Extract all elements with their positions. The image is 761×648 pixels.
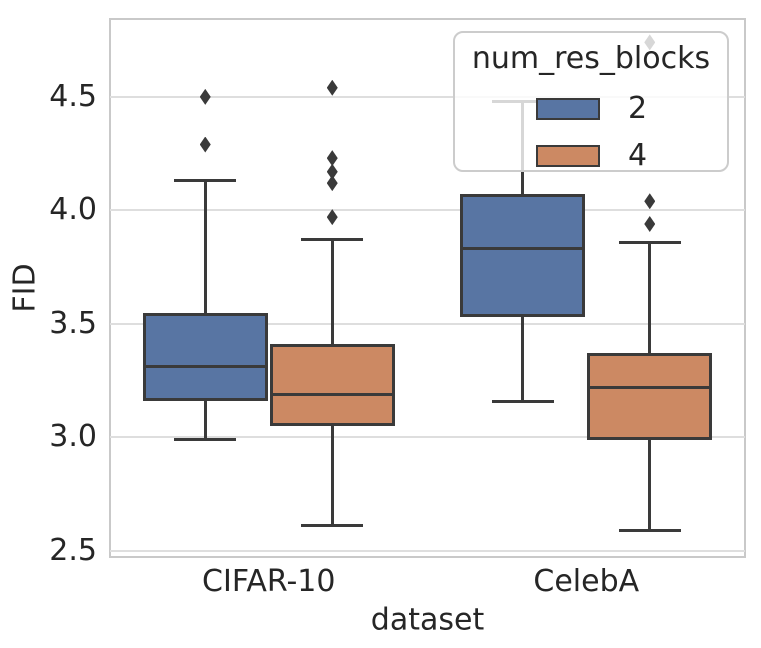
cap-upper-CelebA-4 [618, 240, 681, 244]
outlier-diamond-CIFAR-10-4 [326, 209, 338, 226]
y-axis-label: FID [7, 263, 43, 313]
gridline [110, 549, 745, 552]
legend-swatch-blue [536, 98, 600, 120]
gridline [110, 209, 745, 212]
median-CIFAR-10-2 [145, 365, 265, 369]
legend-swatch-orange [536, 145, 600, 167]
whisker-upper-CelebA-4 [648, 242, 652, 354]
x-axis-label: dataset [370, 602, 485, 638]
y-tick-label: 2.5 [49, 532, 97, 568]
whisker-lower-CelebA-4 [648, 439, 652, 531]
outlier-diamond-CIFAR-10-4 [326, 150, 338, 167]
outlier-diamond-CIFAR-10-2 [199, 88, 211, 105]
whisker-lower-CIFAR-10-2 [203, 401, 207, 440]
legend-title: num_res_blocks [471, 41, 711, 76]
x-tick-label: CIFAR-10 [202, 564, 336, 599]
box-CelebA-4 [587, 353, 713, 440]
outlier-diamond-CIFAR-10-2 [199, 136, 211, 153]
median-CIFAR-10-4 [272, 392, 392, 396]
gridline [110, 95, 745, 98]
box-CIFAR-10-2 [142, 312, 268, 402]
legend-entry-2: 2 [536, 93, 647, 125]
cap-upper-CIFAR-10-4 [301, 238, 364, 242]
box-CIFAR-10-4 [269, 344, 395, 427]
outlier-diamond-CIFAR-10-4 [326, 79, 338, 96]
legend-label: 4 [628, 138, 648, 173]
box-CelebA-2 [460, 194, 586, 318]
cap-lower-CelebA-4 [618, 528, 681, 532]
cap-upper-CIFAR-10-2 [174, 179, 237, 183]
whisker-upper-CIFAR-10-2 [203, 180, 207, 313]
whisker-lower-CelebA-2 [521, 317, 525, 402]
y-tick-label: 3.5 [49, 305, 97, 341]
whisker-lower-CIFAR-10-4 [330, 426, 334, 526]
outlier-diamond-CelebA-4 [644, 215, 656, 232]
legend-label: 2 [628, 91, 648, 126]
gridline [110, 436, 745, 439]
y-tick-label: 3.0 [49, 419, 97, 455]
y-tick-label: 4.0 [49, 192, 97, 228]
legend: num_res_blocks 2 4 [453, 31, 729, 172]
cap-lower-CIFAR-10-4 [301, 524, 364, 528]
median-CelebA-4 [590, 385, 710, 389]
whisker-upper-CIFAR-10-4 [330, 239, 334, 345]
median-CelebA-2 [463, 247, 583, 251]
gridline [110, 322, 745, 325]
outlier-diamond-CIFAR-10-4 [326, 175, 338, 192]
plot-area [109, 18, 746, 558]
cap-lower-CelebA-2 [491, 399, 554, 403]
cap-lower-CIFAR-10-2 [174, 438, 237, 442]
outlier-diamond-CelebA-4 [644, 193, 656, 210]
legend-entry-4: 4 [536, 140, 647, 172]
outlier-diamond-CIFAR-10-4 [326, 163, 338, 180]
x-tick-label: CelebA [533, 564, 640, 599]
y-tick-label: 4.5 [49, 78, 97, 114]
